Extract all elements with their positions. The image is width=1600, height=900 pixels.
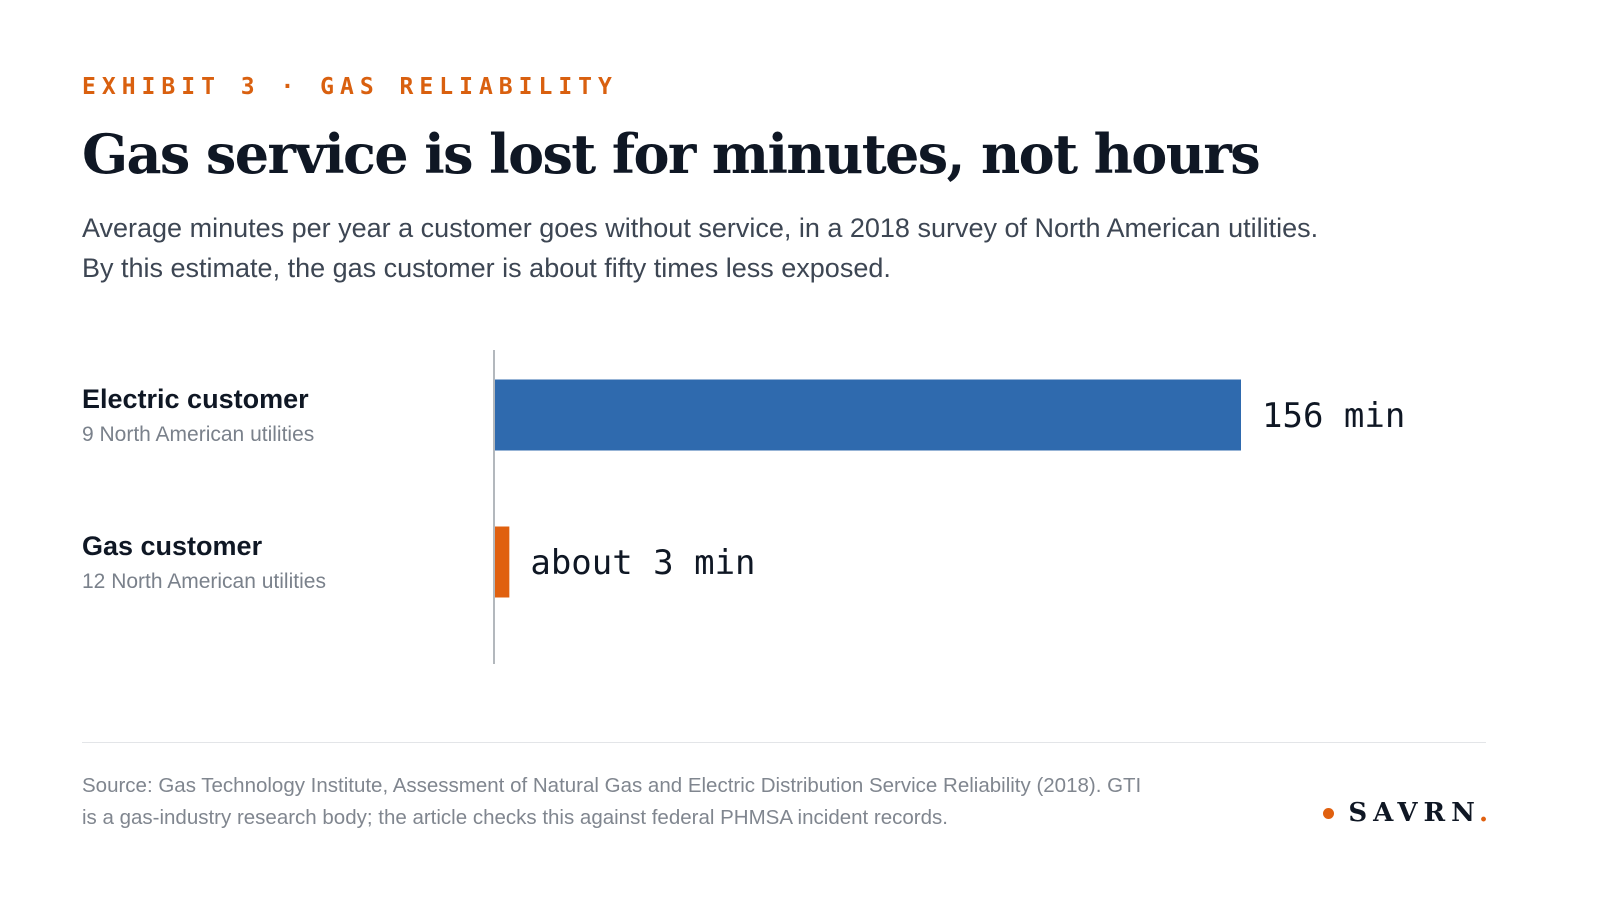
bar-value-label-gas: about 3 min	[530, 543, 755, 583]
category-label-electric: Electric customer 9 North American utili…	[82, 382, 314, 450]
category-note-electric: 9 North American utilities	[82, 423, 315, 446]
bar-gas	[495, 526, 510, 598]
bar-chart: Electric customer 9 North American utili…	[0, 350, 1600, 666]
source-line-1: Source: Gas Technology Institute, Assess…	[82, 774, 1142, 797]
exhibit-eyebrow: EXHIBIT 3 · GAS RELIABILITY	[82, 74, 618, 100]
chart-title: Gas service is lost for minutes, not hou…	[82, 122, 1261, 186]
footer-divider	[82, 742, 1486, 743]
category-note-gas: 12 North American utilities	[82, 570, 326, 593]
logo-period: .	[1478, 798, 1488, 828]
category-label-gas: Gas customer 12 North American utilities	[82, 529, 326, 597]
category-name-gas: Gas customer	[82, 531, 263, 561]
category-name-electric: Electric customer	[82, 384, 309, 414]
logo-dot-icon	[1323, 807, 1335, 819]
source-note: Source: Gas Technology Institute, Assess…	[82, 770, 1262, 834]
logo-text: SAVRN	[1348, 798, 1481, 828]
bar-value-label-electric: 156 min	[1262, 396, 1405, 436]
subtitle-line-1: Average minutes per year a customer goes…	[82, 213, 1319, 243]
savrn-logo: SAVRN .	[1323, 798, 1488, 828]
source-line-2: is a gas-industry research body; the art…	[82, 806, 948, 829]
chart-subtitle: Average minutes per year a customer goes…	[82, 208, 1542, 288]
bars-plot: 156 min about 3 min	[493, 350, 1405, 664]
bar-electric	[495, 379, 1241, 451]
subtitle-line-2: By this estimate, the gas customer is ab…	[82, 253, 891, 283]
